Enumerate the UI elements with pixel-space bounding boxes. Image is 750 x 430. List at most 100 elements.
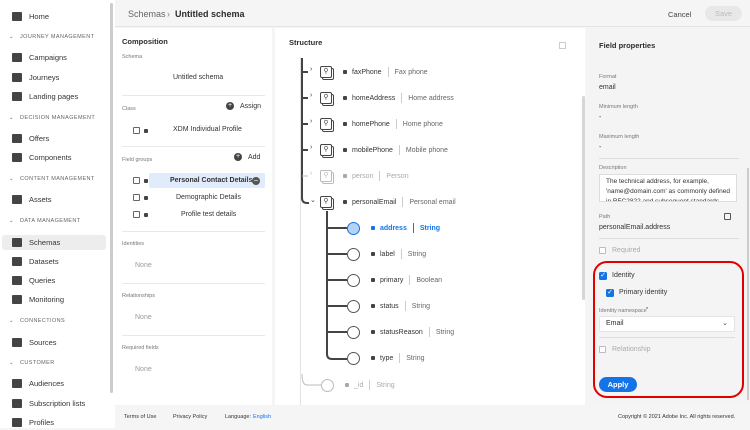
sidebar-item-subscription-lists[interactable]: Subscription lists <box>12 396 85 411</box>
sidebar-section-decision-management[interactable]: ⌄ DECISION MANAGEMENT <box>9 115 95 121</box>
field-properties-panel: Field properties Format email Minimum le… <box>588 28 750 405</box>
tree-row-_id[interactable]: _id String <box>345 379 395 391</box>
tree-row-personalEmail[interactable]: personalEmail Personal email <box>343 196 456 208</box>
required-label[interactable]: Required <box>612 247 641 254</box>
tree-row-homeAddress[interactable]: homeAddress Home address <box>343 92 454 104</box>
chevron-right-icon[interactable]: › <box>310 92 313 99</box>
relationship-checkbox[interactable] <box>599 346 606 353</box>
field-node-icon[interactable] <box>321 379 334 392</box>
tree-row-faxPhone[interactable]: faxPhone Fax phone <box>343 66 428 78</box>
props-scrollbar[interactable] <box>747 168 749 400</box>
field-name: address <box>380 224 407 232</box>
add-field-group-button[interactable]: Add <box>248 154 261 161</box>
tree-row-address[interactable]: address String <box>371 222 440 234</box>
relationship-label[interactable]: Relationship <box>612 346 651 353</box>
required-checkbox[interactable] <box>599 247 606 254</box>
object-icon[interactable]: ⚲ <box>320 92 332 104</box>
sidebar-item-queries[interactable]: Queries <box>12 273 55 288</box>
identity-checkbox[interactable]: ✓ <box>599 272 607 280</box>
field-node-icon[interactable] <box>347 248 360 261</box>
tree-row-homePhone[interactable]: homePhone Home phone <box>343 118 443 130</box>
language-link[interactable]: English <box>253 414 272 420</box>
sidebar-section-customer[interactable]: ⌄ CUSTOMER <box>9 360 55 366</box>
sidebar-item-home[interactable]: Home <box>12 9 49 24</box>
sidebar-item-offers[interactable]: Offers <box>12 131 49 146</box>
copy-icon[interactable] <box>724 213 731 220</box>
object-icon[interactable]: ⚲ <box>320 66 332 78</box>
sidebar-section-connections[interactable]: ⌄ CONNECTIONS <box>9 318 65 324</box>
field-group-item[interactable]: Demographic Details <box>176 194 241 201</box>
privacy-link[interactable]: Privacy Policy <box>173 414 208 420</box>
primary-identity-checkbox[interactable]: ✓ <box>606 289 614 297</box>
breadcrumb-schemas[interactable]: Schemas <box>128 9 166 19</box>
identity-label[interactable]: Identity <box>612 272 635 279</box>
tree-row-label[interactable]: label String <box>371 248 426 260</box>
tree-row-type[interactable]: type String <box>371 352 425 364</box>
class-checkbox[interactable] <box>133 127 140 134</box>
sidebar-item-label: Profiles <box>29 418 55 427</box>
field-type: Fax phone <box>394 68 428 76</box>
cancel-button[interactable]: Cancel <box>668 10 692 19</box>
field-name: status <box>380 302 399 310</box>
class-name[interactable]: XDM Individual Profile <box>173 126 242 133</box>
sidebar-item-landing-pages[interactable]: Landing pages <box>12 89 78 104</box>
sidebar-item-campaigns[interactable]: Campaigns <box>12 50 67 65</box>
sidebar-item-audiences[interactable]: Audiences <box>12 376 64 391</box>
tree-row-mobilePhone[interactable]: mobilePhone Mobile phone <box>343 144 448 156</box>
primary-identity-label[interactable]: Primary identity <box>619 289 668 296</box>
apply-button[interactable]: Apply <box>599 377 637 392</box>
sidebar-item-assets[interactable]: Assets <box>12 192 52 207</box>
sidebar-scrollbar[interactable] <box>110 3 113 393</box>
sidebar-item-profiles[interactable]: Profiles <box>12 415 54 430</box>
assign-button[interactable]: Assign <box>240 103 262 110</box>
field-group-checkbox[interactable] <box>133 194 140 201</box>
chevron-right-icon[interactable]: › <box>310 118 313 125</box>
sidebar-item-schemas[interactable]: Schemas <box>2 235 106 250</box>
field-type: String <box>435 328 455 336</box>
sidebar-section-journey-management[interactable]: ⌄ JOURNEY MANAGEMENT <box>9 34 94 40</box>
sidebar-item-datasets[interactable]: Datasets <box>12 254 59 269</box>
field-node-icon[interactable] <box>347 274 360 287</box>
description-label: Description <box>599 165 627 171</box>
chevron-right-icon[interactable]: › <box>310 144 313 151</box>
sidebar-item-journeys[interactable]: Journeys <box>12 70 59 85</box>
field-node-icon[interactable] <box>347 326 360 339</box>
schema-icon <box>12 238 22 247</box>
sidebar-item-monitoring[interactable]: Monitoring <box>12 292 64 307</box>
description-textarea[interactable]: The technical address, for example, 'nam… <box>599 174 737 202</box>
tree-row-person[interactable]: person Person <box>343 170 409 182</box>
megaphone-icon <box>12 53 22 62</box>
field-node-icon[interactable] <box>347 300 360 313</box>
tree-row-statusReason[interactable]: statusReason String <box>371 326 454 338</box>
sidebar-item-sources[interactable]: Sources <box>12 335 57 350</box>
field-group-checkbox[interactable] <box>133 177 140 184</box>
object-icon[interactable]: ⚲ <box>320 144 332 156</box>
field-group-checkbox[interactable] <box>133 211 140 218</box>
object-icon[interactable]: ⚲ <box>320 196 332 208</box>
object-icon[interactable]: ⚲ <box>320 118 332 130</box>
field-node-icon[interactable] <box>347 222 360 235</box>
required-fields-label: Required fields <box>122 345 159 351</box>
chevron-right-icon[interactable]: › <box>310 170 313 177</box>
sidebar-item-components[interactable]: Components <box>12 150 72 165</box>
chevron-down-icon[interactable]: ⌄ <box>310 197 316 204</box>
sidebar-section-data-management[interactable]: ⌄ DATA MANAGEMENT <box>9 218 81 224</box>
field-group-item[interactable]: Profile test details <box>181 211 237 218</box>
remove-icon[interactable]: − <box>252 176 260 185</box>
terms-link[interactable]: Terms of Use <box>124 414 157 420</box>
structure-scrollbar[interactable] <box>582 96 585 300</box>
sidebar-section-content-management[interactable]: ⌄ CONTENT MANAGEMENT <box>9 176 95 182</box>
fullscreen-icon[interactable] <box>559 42 566 49</box>
object-icon[interactable]: ⚲ <box>320 170 332 182</box>
field-name: statusReason <box>380 328 423 336</box>
tree-row-status[interactable]: status String <box>371 300 430 312</box>
chevron-right-icon[interactable]: › <box>310 66 313 73</box>
add-circle-icon: + <box>234 153 242 161</box>
field-name: _id <box>354 381 364 389</box>
field-node-icon[interactable] <box>347 352 360 365</box>
identity-namespace-dropdown[interactable]: Email ⌄ <box>599 316 735 332</box>
save-button[interactable]: Save <box>705 6 742 21</box>
field-type: Personal email <box>409 198 456 206</box>
tree-row-primary[interactable]: primary Boolean <box>371 274 442 286</box>
field-group-item[interactable]: Personal Contact Details <box>170 177 253 184</box>
